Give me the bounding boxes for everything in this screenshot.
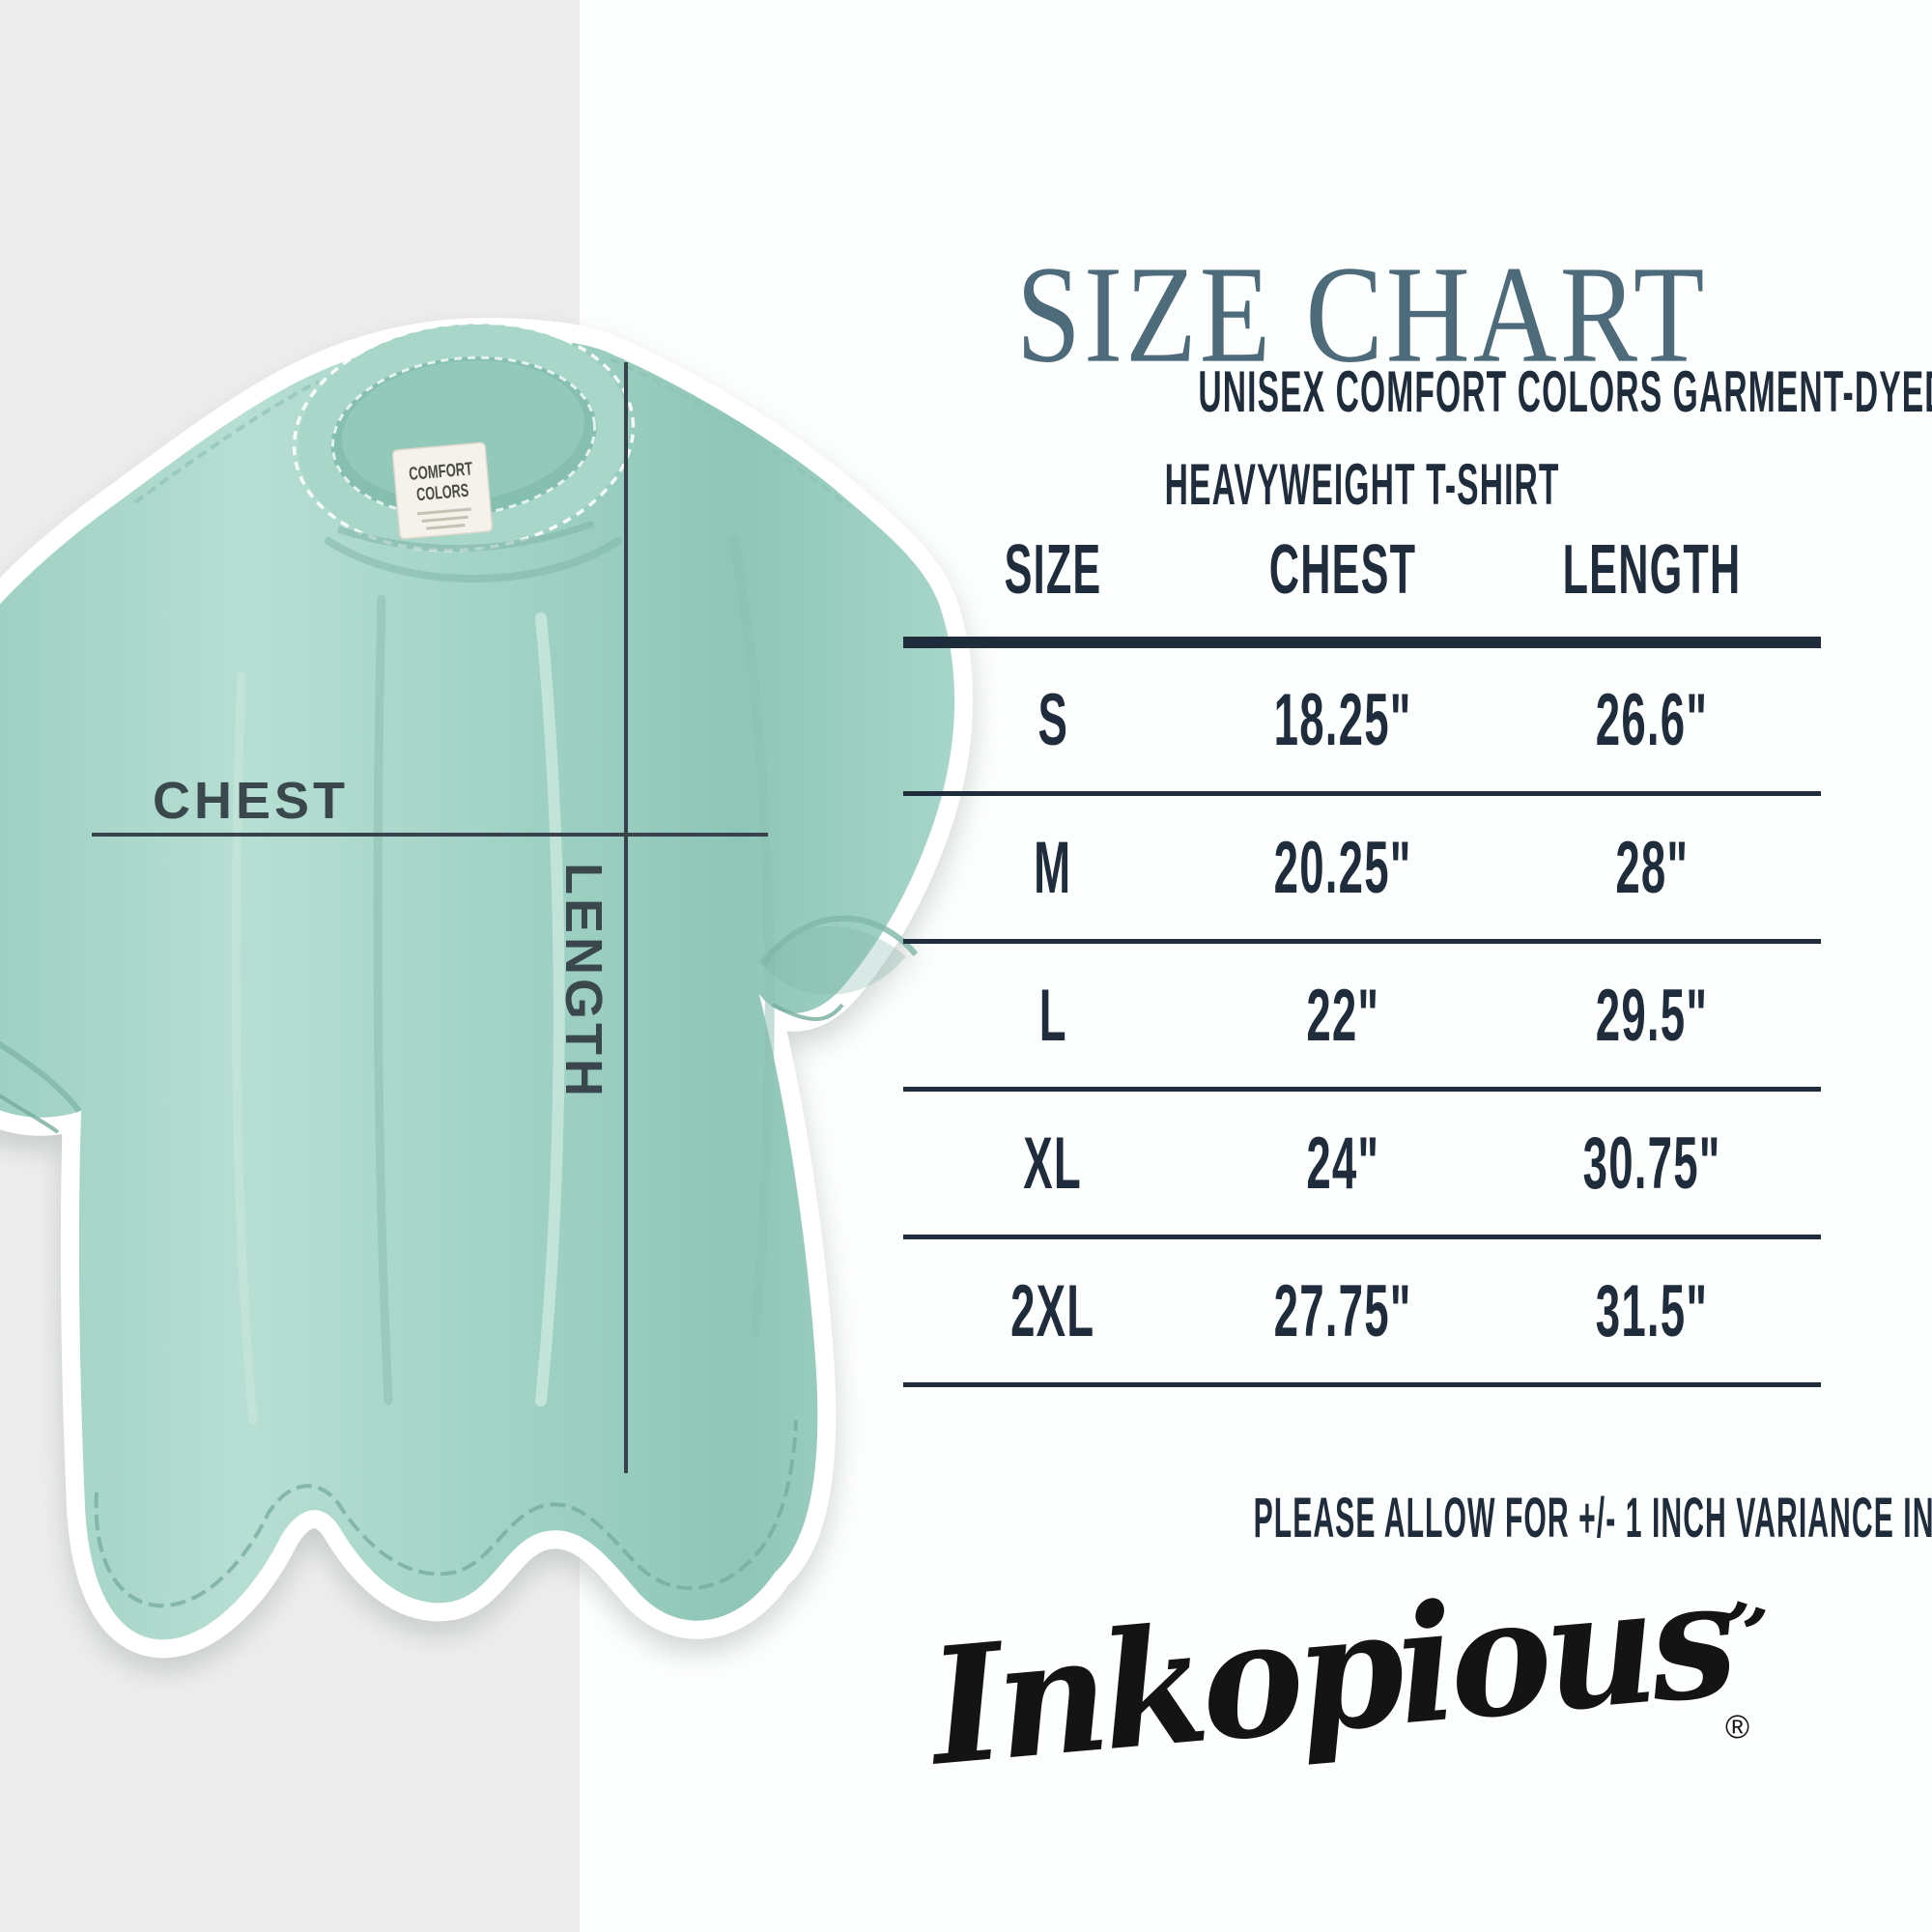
cell-size: M: [1034, 826, 1072, 909]
variance-note: PLEASE ALLOW FOR +/- 1 INCH VARIANCE IN …: [1253, 1487, 1932, 1549]
cell-length: 29.5": [1595, 974, 1709, 1057]
cell-chest: 18.25": [1273, 678, 1412, 761]
subtitle-line-1: UNISEX COMFORT COLORS GARMENT-DYED: [1198, 359, 1932, 424]
cell-chest: 20.25": [1273, 826, 1412, 909]
size-table-header: SIZE CHEST LENGTH: [903, 502, 1821, 648]
sleeve-cuff-fold: [760, 915, 919, 966]
table-row: S 18.25" 26.6": [903, 648, 1821, 796]
header-chest: CHEST: [1268, 530, 1417, 609]
sleeve-cuff-stitch: [772, 1003, 844, 1021]
cell-chest: 27.75": [1273, 1269, 1412, 1352]
shoulder-seams: [133, 357, 852, 509]
cell-length: 30.75": [1582, 1122, 1721, 1205]
table-row: 2XL 27.75" 31.5": [903, 1239, 1821, 1387]
size-table: SIZE CHEST LENGTH S 18.25" 26.6" M 20.25…: [903, 502, 1821, 1387]
subtitle-line-2: HEAVYWEIGHT T-SHIRT: [1164, 452, 1560, 517]
page-title: SIZE CHART: [1016, 237, 1708, 392]
left-cuff-stitch: [0, 1094, 60, 1134]
tshirt-silhouette: [0, 318, 974, 1659]
registered-trademark-icon: ®: [1725, 1709, 1750, 1746]
page-subtitle: UNISEX COMFORT COLORS GARMENT-DYED HEAVY…: [903, 346, 1932, 531]
tag-brand-line2: COLORS: [415, 481, 469, 506]
cell-chest: 22": [1306, 974, 1379, 1057]
brand-logo-text: Inkopious: [923, 1545, 1739, 1803]
header-size: SIZE: [1004, 530, 1102, 609]
cell-size: 2XL: [1010, 1269, 1095, 1352]
cell-size: L: [1038, 974, 1067, 1057]
chest-measure-line: [92, 833, 768, 837]
length-label: LENGTH: [554, 863, 612, 1100]
chest-label: CHEST: [153, 772, 350, 830]
hem-stitch: [94, 1419, 798, 1608]
cell-chest: 24": [1306, 1122, 1379, 1205]
cell-length: 26.6": [1595, 678, 1709, 761]
fabric-folds: [231, 536, 775, 1425]
neckline-shadow: [336, 520, 595, 553]
cell-length: 31.5": [1595, 1269, 1709, 1352]
sleeve-cuff-shadow: [758, 925, 906, 995]
tshirt-shape: COMFORT COLORS: [0, 318, 974, 1659]
header-length: LENGTH: [1562, 530, 1742, 609]
table-row: XL 24" 30.75": [903, 1092, 1821, 1239]
cell-size: XL: [1023, 1122, 1083, 1205]
brand-logo: Inkopious’’®: [903, 1546, 1821, 1803]
collar-tag: COMFORT COLORS: [391, 441, 494, 540]
tshirt-photo: COMFORT COLORS: [0, 318, 974, 1659]
length-measure-line: [624, 362, 628, 1473]
table-row: L 22" 29.5": [903, 944, 1821, 1092]
cell-length: 28": [1615, 826, 1689, 909]
left-cuff-fold: [0, 1040, 82, 1113]
cell-size: S: [1037, 678, 1068, 761]
table-row: M 20.25" 28": [903, 796, 1821, 944]
